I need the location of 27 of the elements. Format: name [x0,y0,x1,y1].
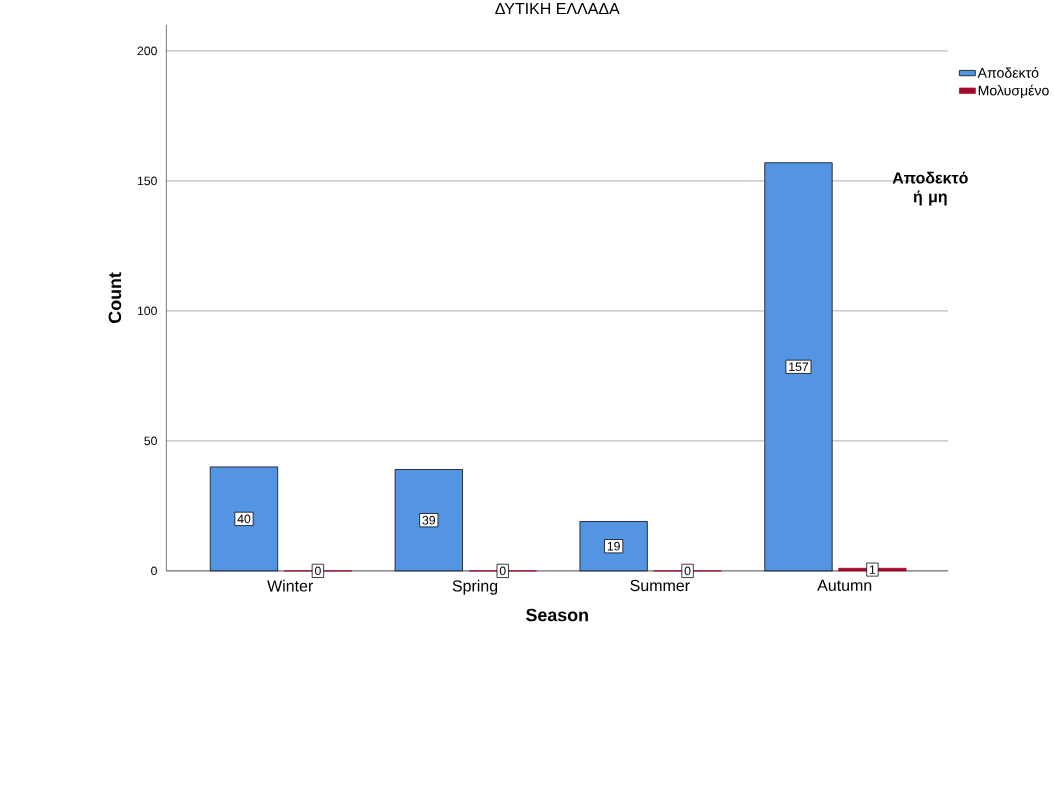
y-axis-title: Count [108,272,122,324]
x-tick-label: Spring [452,579,498,595]
legend-title: Αποδεκτό ή μη [892,171,968,206]
data-label: 1 [869,565,876,574]
data-label: 19 [607,542,620,551]
data-label: 40 [237,514,251,524]
data-label: 0 [684,566,691,576]
data-label: 157 [789,362,809,372]
bar [764,162,833,572]
y-tick-label: 150 [137,176,157,186]
data-label: 0 [315,566,321,576]
data-label: 0 [499,566,506,576]
bar [394,469,463,572]
data-label: 39 [422,516,436,525]
y-tick-label: 100 [137,306,157,316]
y-tick-label: 50 [144,436,157,446]
x-tick-label: Autumn [817,579,872,592]
legend-label: Αποδεκτό [977,67,1039,78]
chart-title: ΔΥΤΙΚΗ ΕΛΛΑΔΑ [495,3,620,15]
x-tick-label: Summer [630,579,690,592]
y-tick-label: 0 [151,566,157,576]
bar [579,521,648,572]
legend-label: Μολυσμένο [978,84,1049,99]
y-tick-label: 200 [137,46,157,56]
x-axis-title: Season [526,608,588,622]
bar [209,466,279,572]
x-tick-label: Winter [267,579,313,592]
